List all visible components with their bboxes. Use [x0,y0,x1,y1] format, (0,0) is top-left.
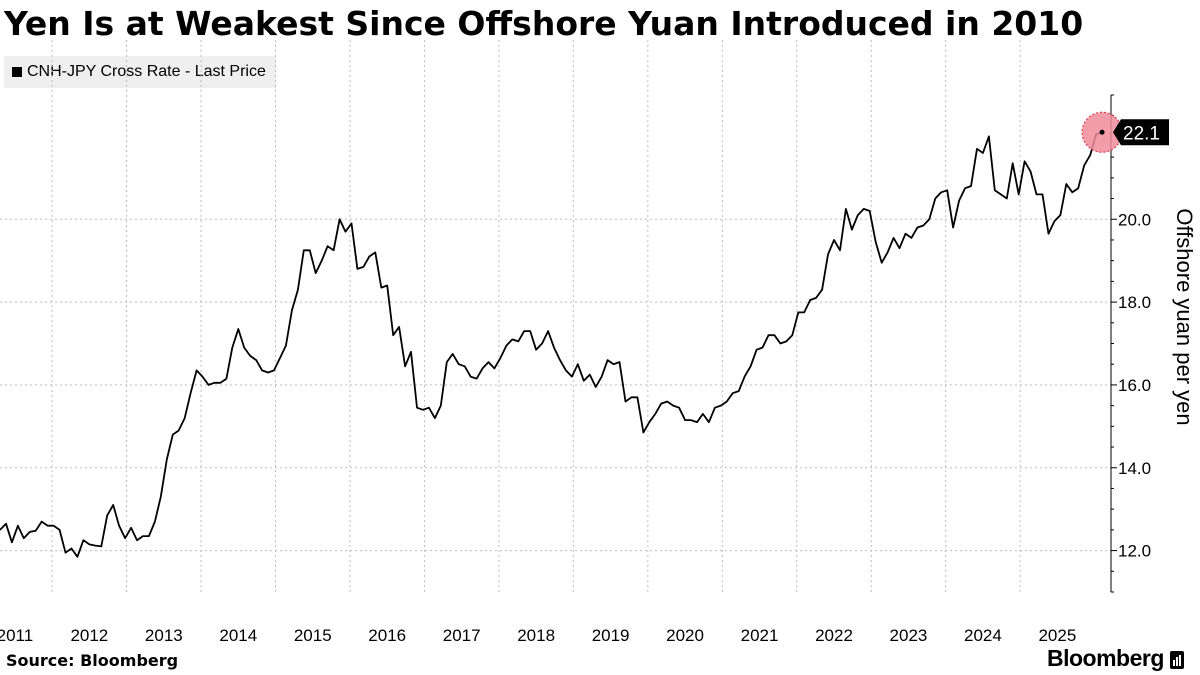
x-tick-label: 2018 [517,626,555,645]
x-tick-label: 2022 [815,626,853,645]
last-value-flag [1113,119,1169,146]
legend-label: CNH-JPY Cross Rate - Last Price [27,63,266,80]
bloomberg-logo: Bloomberg [1047,645,1184,672]
x-tick-label: 2024 [964,626,1002,645]
y-axis-label: Offshore yuan per yen [1172,208,1197,425]
x-tick-label: 2017 [443,626,481,645]
series-line [0,131,1103,558]
y-tick-label: 12.0 [1118,542,1151,561]
x-tick-label: 2015 [294,626,332,645]
chart-title: Yen Is at Weakest Since Offshore Yuan In… [4,4,1084,43]
y-tick-label: 18.0 [1118,293,1151,312]
y-tick-label: 14.0 [1118,459,1151,478]
brand-name: Bloomberg [1047,645,1164,671]
x-tick-label: 2025 [1038,626,1076,645]
source-note: Source: Bloomberg [6,651,179,670]
x-tick-label: 2019 [592,626,630,645]
x-tick-label: 2014 [219,626,257,645]
y-tick-label: 16.0 [1118,376,1151,395]
x-tick-label: 2016 [368,626,406,645]
x-tick-label: 2011 [0,626,33,645]
x-tick-label: 2020 [666,626,704,645]
x-tick-label: 2013 [145,626,183,645]
chart-icon [1169,650,1184,669]
x-tick-label: 2023 [890,626,928,645]
x-tick-label: 2021 [741,626,779,645]
legend-swatch [12,67,22,77]
latest-value-point [1099,129,1105,135]
last-value-label: 22.1 [1123,123,1160,144]
legend: CNH-JPY Cross Rate - Last Price [4,56,276,88]
x-tick-label: 2012 [70,626,108,645]
y-tick-label: 20.0 [1118,210,1151,229]
